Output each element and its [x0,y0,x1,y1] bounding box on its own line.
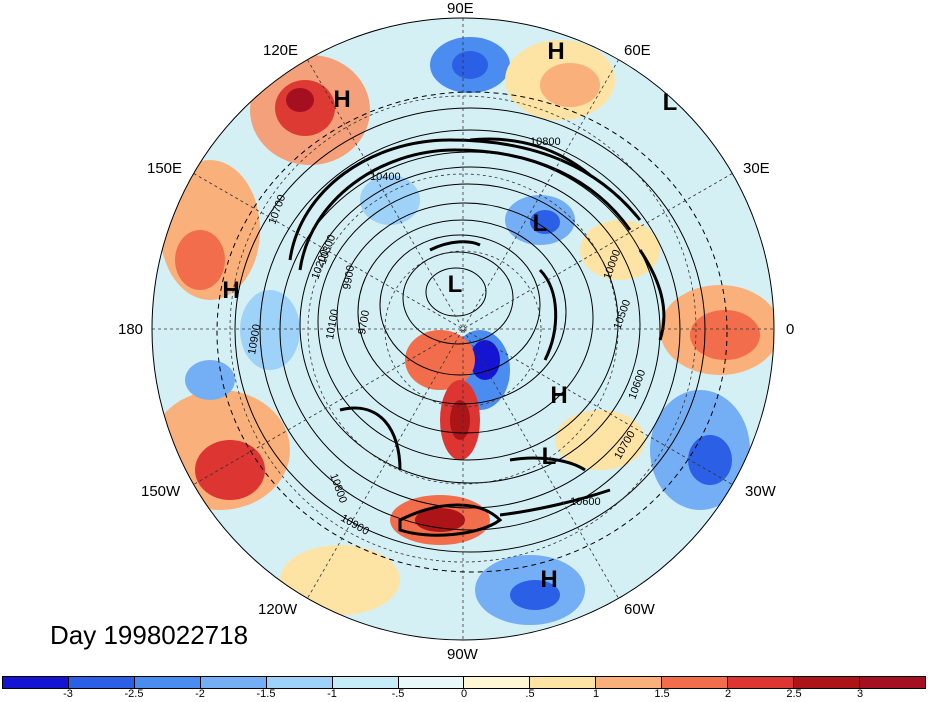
lon-label-120e: 120E [263,42,299,59]
colorbar-swatch [68,677,135,688]
colorbar-tick-label: -1 [327,688,337,700]
colorbar-swatch [200,677,267,688]
colorbar-swatch [134,677,201,688]
high-center-4: H [550,382,568,409]
low-center-2: L [532,210,548,237]
colorbar-swatch [794,677,860,688]
low-center-4: L [541,443,557,470]
colorbar-swatch [662,677,729,688]
high-center-5: H [540,566,558,593]
high-center-2: H [333,86,351,113]
lon-label-150e: 150E [147,160,183,177]
high-center-1: H [547,38,565,65]
lon-label-150w: 150W [141,483,181,500]
colorbar-tick-label: .5 [525,688,535,700]
colorbar-swatch [266,677,333,688]
colorbar-tick-label: 1 [592,688,600,700]
colorbar-tick-label: -.5 [391,688,405,700]
lon-label-120w: 120W [258,601,298,618]
colorbar-swatch [464,677,531,688]
colorbar-tick-label: -3 [63,688,73,700]
colorbar-swatch [596,677,663,688]
lon-label-90e: 90E [447,0,474,17]
graticule [152,18,774,640]
low-center-3: L [447,271,463,298]
colorbar-swatch [3,677,69,688]
colorbar-tick-label: -1.5 [256,688,276,700]
colorbar-tick-label: 0 [460,688,468,700]
lon-label-60e: 60E [624,42,651,59]
colorbar-swatch [728,677,795,688]
lon-label-0: 0 [786,321,795,338]
contour-label: 10400 [370,171,401,183]
contour-label: 9700 [356,309,372,335]
contour-label: 9900 [341,264,357,290]
date-label: Day 1998022718 [50,620,249,650]
contour-label: 10900 [246,323,263,355]
colorbar-swatch [332,677,399,688]
lon-label-30w: 30W [745,483,776,500]
colorbar-tick-label: 2 [724,688,732,700]
lon-label-90w: 90W [447,646,478,663]
low-center-1: L [662,89,678,116]
colorbar-swatch [398,677,465,688]
jet-stream-contours [288,137,666,537]
colorbar [2,676,926,689]
height-contours [216,91,728,573]
lon-label-180: 180 [118,321,144,338]
contour-label: 10100 [324,308,341,340]
colorbar-tick-label: -2 [195,688,205,700]
lon-label-60w: 60W [624,601,655,618]
colorbar-tick-label: 3 [856,688,864,700]
high-center-3: H [222,277,240,304]
colorbar-swatch [859,677,925,688]
contour-label: 10800 [530,136,561,148]
colorbar-tick-label: 1.5 [654,688,670,700]
contour-label: 10600 [570,496,601,508]
colorbar-tick-label: -2.5 [124,688,144,700]
lon-label-30e: 30E [743,160,770,177]
map-boundary [151,17,775,641]
colorbar-swatch [530,677,597,688]
colorbar-tick-label: 2.5 [786,688,802,700]
